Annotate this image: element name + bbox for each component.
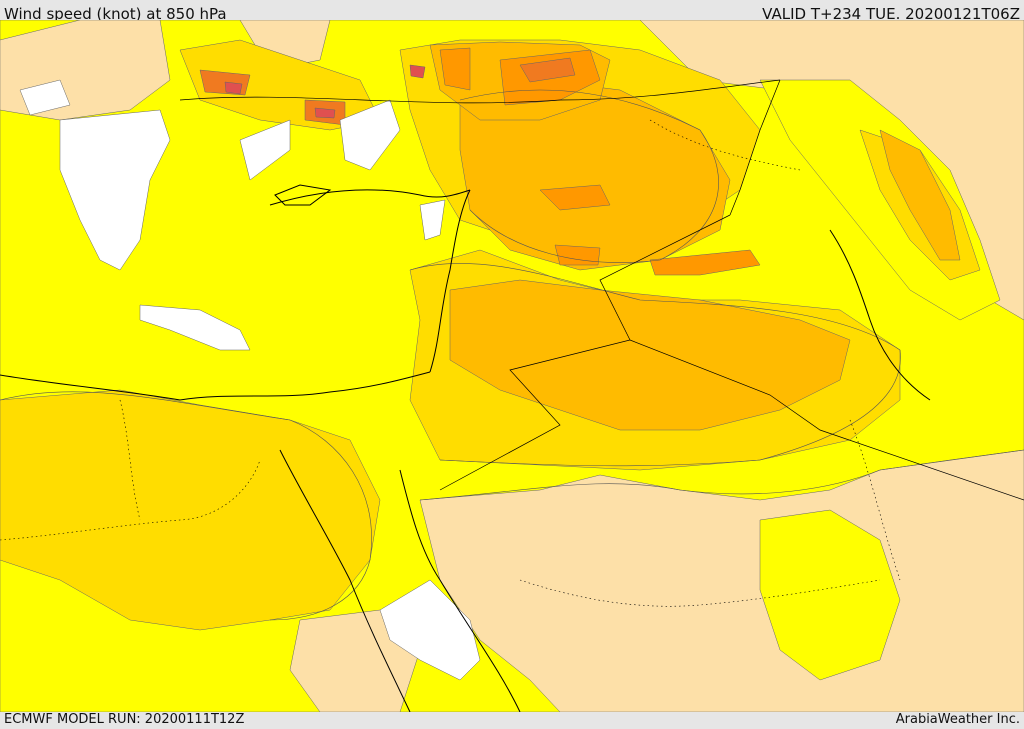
field-high-iraq: [449, 279, 851, 431]
field-peak-core-2: [314, 107, 336, 119]
border-line: [729, 79, 781, 216]
field-calm-levant-coast: [419, 199, 446, 241]
wind-speed-map: [0, 20, 1024, 712]
contour-line: [419, 449, 1024, 501]
map-title: Wind speed (knot) at 850 hPa: [4, 5, 227, 23]
coastline-red-sea-west: [279, 449, 411, 712]
border-line: [179, 79, 781, 104]
field-calm-mediterranean-east: [139, 304, 251, 351]
credit-label: ArabiaWeather Inc.: [895, 712, 1020, 727]
border-line: [439, 214, 731, 491]
field-veryhigh-core-1: [539, 184, 611, 211]
coastline-gulf: [829, 229, 931, 401]
coastline-levant: [429, 189, 471, 373]
borders: [179, 79, 1024, 501]
border-dotted: [0, 459, 261, 541]
field-veryhigh-core-5: [439, 47, 471, 91]
contour-line: [409, 263, 901, 467]
contour-line: [459, 89, 719, 263]
border-dotted: [119, 399, 141, 521]
contour-line: [0, 391, 372, 621]
internal-borders: [0, 119, 901, 607]
field-high-syria: [459, 79, 731, 271]
contour-lines: [0, 89, 1024, 621]
coastline-turkey-south: [269, 189, 471, 206]
field-veryhigh-core-2: [554, 244, 601, 266]
coastline-red-sea-east: [399, 469, 521, 712]
field-peak-core-3: [409, 64, 426, 79]
field-extreme-core-1: [519, 57, 576, 83]
coastline-cyprus: [274, 184, 332, 206]
field-low-arabia-inner: [759, 509, 901, 681]
field-calm-north-africa: [19, 79, 71, 116]
coastline-africa-north: [0, 371, 431, 401]
border-line: [629, 339, 1024, 501]
field-veryhigh-core-3: [649, 249, 761, 276]
border-dotted: [649, 119, 801, 171]
coastlines: [0, 184, 931, 712]
valid-time-label: VALID T+234 TUE. 20200121T06Z: [762, 5, 1020, 23]
field-peak-core-1: [224, 81, 243, 95]
field-calm-mediterranean: [59, 109, 171, 271]
field-calm-aegean-strip: [239, 119, 291, 181]
border-dotted: [849, 419, 901, 581]
field-high-iran-band: [879, 129, 961, 261]
field-calm-north-coast: [339, 99, 401, 171]
model-run-label: ECMWF MODEL RUN: 20200111T12Z: [4, 712, 245, 727]
field-midhigh-egypt: [0, 389, 381, 631]
